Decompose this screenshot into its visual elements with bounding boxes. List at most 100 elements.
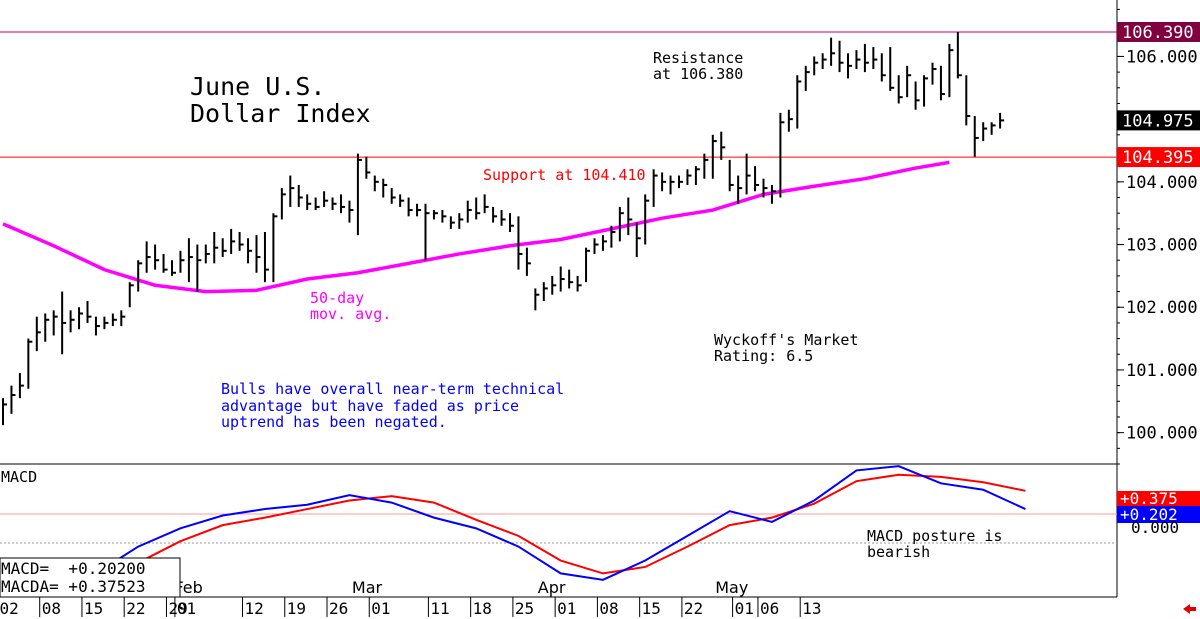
svg-text:104.975: 104.975 <box>1122 111 1194 131</box>
resistance-note-line-2: at 106.380 <box>653 65 743 83</box>
ohlc-bar <box>179 250 185 273</box>
ohlc-bar <box>255 235 261 273</box>
price-tick-label: 106.000 <box>1126 47 1198 67</box>
ohlc-bar <box>162 253 168 273</box>
ohlc-bar <box>272 213 278 283</box>
ohlc-bar <box>475 197 481 220</box>
ohlc-bar <box>407 197 413 217</box>
ohlc-bar <box>441 210 447 223</box>
comment-line-3: uptrend has been negated. <box>221 413 447 431</box>
ohlc-bar <box>154 244 160 270</box>
ohlc-bar <box>652 169 658 207</box>
ohlc-bar <box>128 282 134 308</box>
ohlc-bar <box>525 247 531 276</box>
ohlc-bar <box>280 188 286 220</box>
chart-title-line-1: June U.S. <box>190 72 325 101</box>
ohlc-bar <box>483 194 489 214</box>
ohlc-bar <box>356 153 362 236</box>
ohlc-bar <box>956 31 962 79</box>
day-tick-label: 26 <box>329 599 348 618</box>
ohlc-bar <box>923 75 929 107</box>
day-tick-label: 02 <box>0 599 19 618</box>
ohlc-bar <box>754 166 760 192</box>
ohlc-bar <box>821 53 827 69</box>
day-tick-label: 12 <box>245 599 264 618</box>
day-tick-label: 01 <box>371 599 390 618</box>
ohlc-bar <box>78 307 84 330</box>
ohlc-bar <box>213 232 219 264</box>
ohlc-bar <box>111 313 117 327</box>
day-tick-label: 22 <box>126 599 145 618</box>
ohlc-bar <box>416 203 422 217</box>
ohlc-bar <box>982 122 988 142</box>
ohlc-bar <box>247 238 253 264</box>
month-labels: Feb Mar Apr May <box>174 578 748 597</box>
ohlc-bar <box>331 197 337 211</box>
ma-label-line-2: mov. avg. <box>310 305 391 323</box>
svg-text:+0.202: +0.202 <box>1120 505 1178 524</box>
ohlc-bar <box>686 169 692 185</box>
ohlc-bar <box>466 200 472 223</box>
ohlc-bar <box>145 241 151 273</box>
ohlc-bar <box>551 275 557 295</box>
ohlc-bar <box>61 291 67 355</box>
day-tick-label: 01 <box>177 599 196 618</box>
ohlc-bar <box>897 75 903 104</box>
ohlc-bar <box>830 37 836 66</box>
ohlc-bar <box>618 206 624 242</box>
ohlc-bar <box>289 175 295 207</box>
svg-text:+0.375: +0.375 <box>1120 489 1178 508</box>
ohlc-bar <box>694 166 700 185</box>
ohlc-bar <box>627 197 633 236</box>
ohlc-bar <box>69 310 75 333</box>
support-price-label: 104.395 <box>1117 147 1200 168</box>
ohlc-bar <box>847 53 852 79</box>
ohlc-bar <box>593 238 599 254</box>
ohlc-bar <box>762 178 768 198</box>
ohlc-bar <box>576 275 582 292</box>
day-tick-label: 01 <box>735 599 754 618</box>
day-tick-label: 25 <box>515 599 534 618</box>
price-bars <box>2 31 1005 426</box>
macda-line <box>53 473 1026 596</box>
ohlc-bar <box>703 153 709 179</box>
ohlc-bar <box>137 260 143 292</box>
ohlc-bar <box>27 338 33 389</box>
ohlc-bar <box>10 385 16 414</box>
day-tick-label: 11 <box>430 599 449 618</box>
ohlc-bar <box>585 247 591 283</box>
ohlc-bar <box>745 153 751 195</box>
scroll-left-arrow-icon[interactable] <box>1183 604 1196 614</box>
ohlc-bar <box>872 47 878 69</box>
month-label: May <box>715 578 748 597</box>
ohlc-bar <box>635 222 641 258</box>
ohlc-bar <box>813 56 819 76</box>
ohlc-bar <box>263 232 269 283</box>
support-note: Support at 104.410 <box>483 166 646 184</box>
macd-line <box>53 465 1026 591</box>
ohlc-bar <box>340 194 345 214</box>
ohlc-bar <box>568 269 574 289</box>
ohlc-bar <box>914 81 920 110</box>
ohlc-bar <box>492 206 498 223</box>
macd-readout-box <box>0 557 181 598</box>
price-tick-label: 101.000 <box>1126 361 1198 381</box>
ohlc-bar <box>737 175 743 204</box>
ohlc-bar <box>458 213 464 229</box>
ohlc-bar <box>931 62 937 85</box>
ohlc-bar <box>297 184 303 207</box>
ohlc-bar <box>509 213 514 232</box>
ohlc-bar <box>35 316 41 352</box>
price-axis-ticks: 106.000105.000104.000103.000102.000101.0… <box>1117 8 1198 465</box>
month-label: Feb <box>174 578 202 597</box>
ohlc-bar <box>889 47 895 91</box>
resistance-note-line-1: Resistance <box>653 49 743 67</box>
ohlc-bar <box>999 112 1005 129</box>
ohlc-bar <box>534 288 540 311</box>
ohlc-bar <box>855 50 861 69</box>
macd-note-line-2: bearish <box>867 543 930 561</box>
day-tick-label: 01 <box>557 599 576 618</box>
ohlc-bar <box>230 228 236 254</box>
ohlc-bar <box>965 75 971 126</box>
